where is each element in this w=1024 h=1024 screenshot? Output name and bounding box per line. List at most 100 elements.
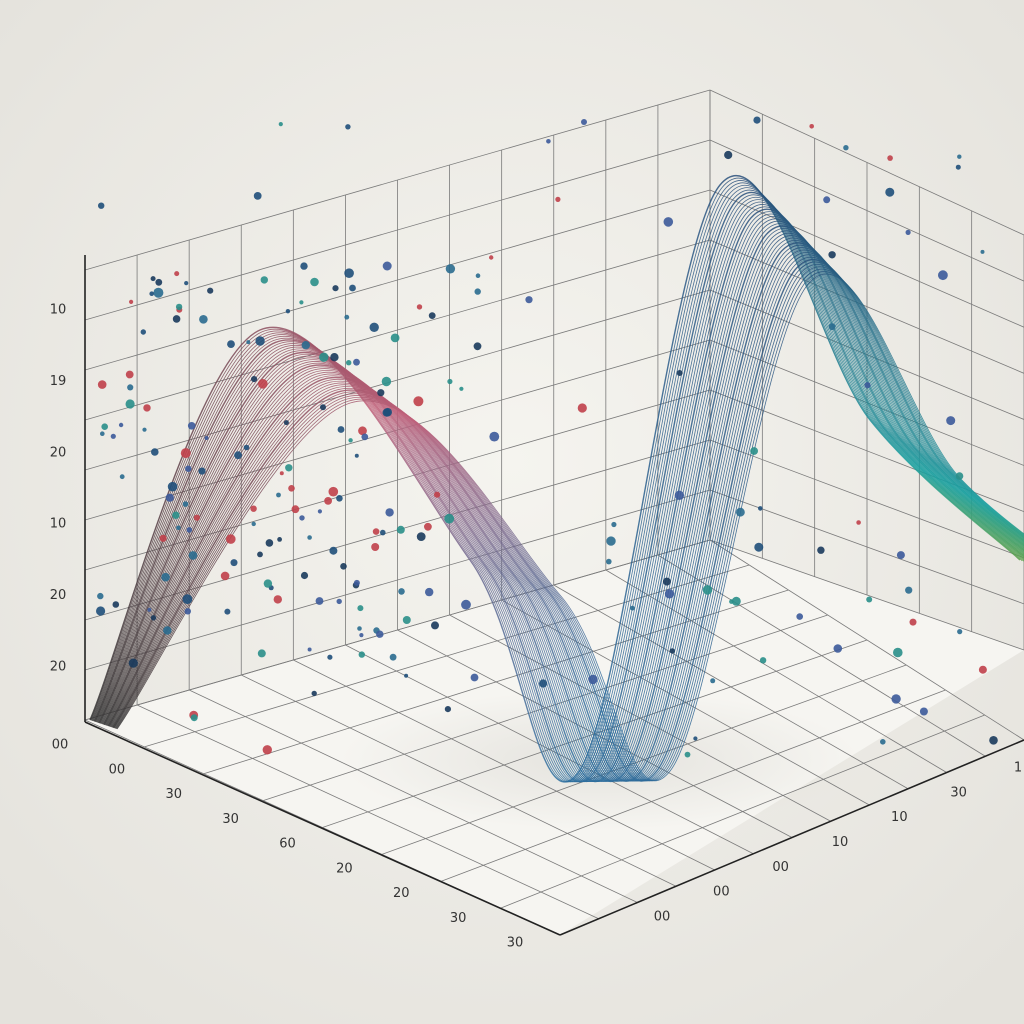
wave-line xyxy=(101,218,1024,782)
dot xyxy=(226,534,236,544)
dot xyxy=(118,422,124,428)
dot xyxy=(381,376,392,387)
dot xyxy=(310,277,319,287)
wave xyxy=(89,175,1024,783)
dot xyxy=(606,536,616,546)
dot xyxy=(664,589,675,599)
wave-line xyxy=(98,206,1024,782)
dot xyxy=(676,370,683,376)
dot xyxy=(382,408,391,417)
dot xyxy=(155,278,163,286)
dot xyxy=(96,606,106,616)
dot xyxy=(188,551,198,560)
dot xyxy=(140,329,146,335)
dot xyxy=(199,315,208,324)
dot xyxy=(389,653,397,661)
front-label: 20 xyxy=(336,861,353,876)
dot xyxy=(336,495,343,502)
right-label: 10 xyxy=(832,835,849,850)
dot xyxy=(525,296,533,304)
dot xyxy=(142,427,147,432)
grid-line xyxy=(709,439,1024,559)
grid-line xyxy=(84,89,711,271)
left-label: 20 xyxy=(50,588,67,603)
wave-line xyxy=(102,220,1024,782)
dot xyxy=(317,509,322,514)
wave-line xyxy=(99,211,1024,782)
dot xyxy=(324,497,332,505)
dot xyxy=(198,467,206,475)
dot xyxy=(390,333,400,343)
dot xyxy=(817,546,825,554)
dot xyxy=(416,304,423,310)
dot xyxy=(151,448,159,456)
axis-labels: 10 19 20 10 20 20 00 00 30 30 60 20 20 30 30 00 00 00 10 10… xyxy=(50,303,1022,951)
dot xyxy=(344,314,350,320)
right-label: 1 xyxy=(1014,761,1022,776)
dot xyxy=(919,707,928,716)
dot xyxy=(262,745,272,755)
dot xyxy=(444,513,455,524)
dot xyxy=(327,654,333,660)
grid-line xyxy=(84,189,711,371)
dot xyxy=(369,322,379,332)
wave-line xyxy=(111,254,1024,782)
dot xyxy=(172,315,181,323)
left-label: 20 xyxy=(50,445,67,460)
dot xyxy=(184,608,191,615)
dot xyxy=(361,433,369,441)
front-label: 30 xyxy=(165,787,182,802)
dot xyxy=(283,420,289,426)
dot xyxy=(273,595,282,604)
dot xyxy=(402,616,411,624)
wave-line xyxy=(94,194,1024,782)
dot xyxy=(307,647,312,652)
dot xyxy=(759,657,767,664)
dot xyxy=(180,448,191,459)
dot xyxy=(663,217,674,227)
dot xyxy=(736,507,745,517)
dot xyxy=(129,299,134,304)
dot xyxy=(182,501,189,507)
dot xyxy=(251,521,256,527)
dot xyxy=(328,486,339,497)
dot xyxy=(358,426,367,436)
grid-line xyxy=(84,139,711,321)
dot xyxy=(461,599,471,610)
dot xyxy=(345,124,351,130)
dot xyxy=(234,451,243,460)
dot xyxy=(344,268,354,279)
dot xyxy=(957,629,963,635)
dot xyxy=(864,382,871,389)
dot xyxy=(606,558,612,565)
wave-line xyxy=(105,232,1024,782)
dot xyxy=(398,588,405,595)
dot xyxy=(163,626,172,635)
grid-line xyxy=(144,564,750,748)
dot xyxy=(172,511,180,519)
dot xyxy=(887,155,893,161)
dot xyxy=(946,416,956,426)
front-label: 30 xyxy=(450,911,467,926)
wave-line xyxy=(114,266,1024,782)
dot xyxy=(279,471,284,476)
dot xyxy=(828,251,836,259)
dot xyxy=(955,472,964,480)
dot xyxy=(184,281,189,286)
dot xyxy=(754,542,764,552)
dot xyxy=(97,380,107,389)
wave-line xyxy=(89,175,1021,783)
wave-line xyxy=(102,223,1024,782)
dot xyxy=(896,551,905,560)
dot xyxy=(444,706,451,713)
right-label: 10 xyxy=(891,810,908,825)
dot xyxy=(285,464,293,472)
dot xyxy=(301,341,310,350)
wave-line xyxy=(110,251,1024,782)
dot xyxy=(174,271,180,277)
wave-line xyxy=(100,213,1024,782)
dot xyxy=(128,658,138,668)
grid-line xyxy=(709,339,1024,466)
dot xyxy=(255,336,265,346)
